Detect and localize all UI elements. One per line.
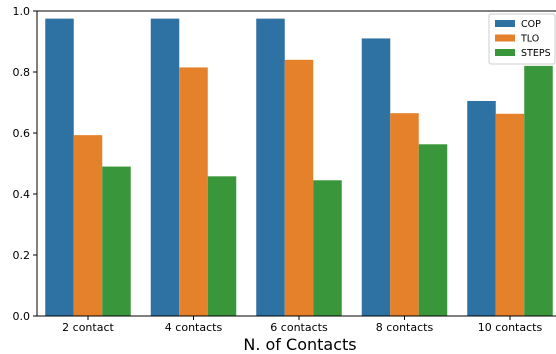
bar-tlo-5 bbox=[495, 113, 525, 316]
y-tick-label: 1.0 bbox=[13, 5, 31, 18]
x-axis-title: N. of Contacts bbox=[243, 335, 356, 354]
bar-cop-2 bbox=[150, 18, 180, 317]
x-tick-label: 8 contacts bbox=[376, 321, 434, 334]
bar-steps-4 bbox=[418, 144, 448, 316]
bar-cop-4 bbox=[361, 38, 391, 316]
legend-label-steps: STEPS bbox=[521, 48, 551, 59]
x-ticks-group: 2 contact 4 contacts 6 contacts 8 contacts 1… bbox=[62, 316, 542, 334]
bar-cop-3 bbox=[256, 18, 285, 317]
legend-swatch-steps bbox=[495, 49, 515, 56]
bar-tlo-3 bbox=[284, 59, 314, 317]
legend-swatch-tlo bbox=[495, 34, 515, 42]
bar-steps-5 bbox=[524, 65, 553, 317]
bar-steps-1 bbox=[102, 166, 131, 316]
bars-group bbox=[45, 18, 553, 317]
bar-tlo-1 bbox=[73, 135, 103, 316]
legend: COP TLO STEPS bbox=[488, 13, 556, 65]
x-tick-label: 4 contacts bbox=[165, 321, 223, 334]
x-tick-label: 2 contact bbox=[62, 321, 114, 334]
bar-tlo-4 bbox=[390, 113, 419, 316]
bar-tlo-2 bbox=[179, 67, 208, 317]
legend-label-cop: COP bbox=[521, 19, 541, 30]
y-tick-label: 0.4 bbox=[13, 188, 31, 201]
x-tick-label: 6 contacts bbox=[270, 321, 328, 334]
x-tick-label: 10 contacts bbox=[478, 321, 543, 334]
y-tick-label: 0.2 bbox=[13, 249, 31, 262]
legend-label-tlo: TLO bbox=[520, 34, 539, 45]
bar-cop-5 bbox=[467, 100, 496, 316]
y-tick-label: 0.8 bbox=[13, 66, 31, 79]
bar-steps-3 bbox=[313, 180, 342, 316]
axes-group bbox=[36, 10, 556, 317]
y-tick-label: 0.6 bbox=[13, 127, 31, 140]
bar-steps-2 bbox=[207, 176, 237, 316]
y-ticks-group: 0.0 0.2 0.4 0.6 0.8 1.0 bbox=[13, 5, 37, 323]
legend-swatch-cop bbox=[495, 20, 515, 27]
y-tick-label: 0.0 bbox=[13, 310, 31, 323]
bar-cop-1 bbox=[45, 18, 74, 317]
